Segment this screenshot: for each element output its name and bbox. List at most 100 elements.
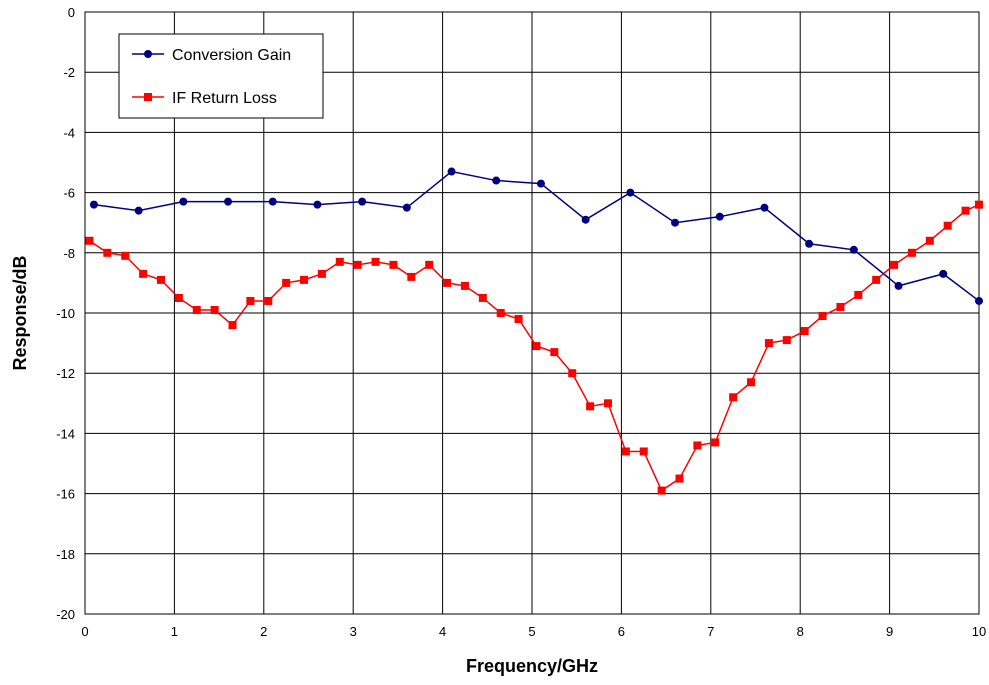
data-point (782, 336, 791, 345)
data-point (550, 348, 559, 357)
grid (84, 11, 980, 615)
y-tick-label: -2 (63, 65, 75, 80)
data-point (85, 236, 94, 245)
data-point (854, 290, 863, 299)
legend-marker-conversion-gain (144, 50, 152, 58)
data-point (313, 200, 322, 209)
y-tick-label: -6 (63, 186, 75, 201)
data-point (496, 309, 505, 317)
data-point (975, 296, 983, 305)
data-point (657, 486, 666, 495)
x-tick-label: 3 (350, 624, 357, 639)
data-point (639, 447, 648, 456)
data-point (389, 260, 398, 269)
y-tick-label: 0 (68, 5, 75, 20)
data-point (179, 197, 188, 206)
data-point (975, 200, 983, 209)
data-point (282, 278, 291, 287)
data-point (581, 215, 590, 224)
data-point (246, 296, 255, 305)
y-tick-label: -18 (56, 547, 75, 562)
data-point (536, 179, 545, 188)
legend-label-if-return-loss: IF Return Loss (172, 90, 277, 107)
x-tick-label: 4 (439, 624, 446, 639)
data-point (174, 293, 183, 302)
series-conversion-gain (89, 167, 983, 305)
data-point (460, 281, 469, 290)
x-axis-title: Frequency/GHz (466, 656, 598, 676)
data-point (671, 218, 680, 227)
series (85, 167, 983, 495)
data-point (210, 305, 219, 314)
data-point (353, 260, 362, 269)
data-point (760, 203, 769, 212)
legend-box (118, 33, 324, 119)
data-point (805, 239, 814, 248)
series-if-return-loss (85, 200, 983, 495)
data-point (317, 269, 326, 278)
data-point (358, 197, 367, 206)
data-point (121, 251, 130, 260)
data-point (675, 474, 684, 483)
data-point (139, 269, 148, 278)
data-point (134, 206, 143, 215)
x-tick-label: 8 (797, 624, 804, 639)
data-point (925, 236, 934, 245)
data-point (586, 402, 595, 411)
x-tick-label: 9 (886, 624, 893, 639)
data-point (532, 342, 541, 351)
data-point (715, 212, 724, 221)
data-point (264, 296, 273, 305)
data-point (192, 305, 201, 314)
y-axis-title: Response/dB (10, 255, 30, 370)
data-point (478, 293, 487, 302)
x-tick-label: 6 (618, 624, 625, 639)
y-tick-label: -10 (56, 306, 75, 321)
x-tick-label: 5 (528, 624, 535, 639)
data-point (764, 339, 773, 348)
y-tick-label: -12 (56, 366, 75, 381)
y-tick-label: -14 (56, 426, 75, 441)
x-tick-label: 7 (707, 624, 714, 639)
data-point (224, 197, 233, 206)
tick-labels: 0 1 2 3 4 5 6 7 8 9 10 0 -2 -4 -6 -8 -10 -12 -14 -16 -18 -20 (56, 5, 986, 639)
legend-label-conversion-gain: Conversion Gain (172, 47, 291, 64)
y-tick-label: -8 (63, 246, 75, 261)
data-point (603, 399, 612, 408)
data-point (800, 327, 809, 336)
legend: Conversion Gain IF Return Loss (118, 33, 324, 119)
data-point (621, 447, 630, 456)
data-point (300, 275, 309, 284)
data-point (693, 441, 702, 450)
data-point (729, 393, 738, 402)
x-tick-label: 0 (81, 624, 88, 639)
data-point (872, 275, 881, 284)
data-point (268, 197, 277, 206)
data-point (402, 203, 411, 212)
y-tick-label: -16 (56, 487, 75, 502)
data-point (447, 167, 456, 176)
y-tick-label: -4 (63, 125, 75, 140)
x-tick-label: 1 (171, 624, 178, 639)
data-point (836, 302, 845, 311)
data-point (228, 321, 237, 330)
legend-marker-if-return-loss (144, 93, 152, 101)
data-point (939, 269, 948, 278)
data-point (443, 278, 452, 287)
data-point (156, 275, 165, 284)
data-point (711, 438, 720, 447)
data-point (492, 176, 501, 185)
data-point (907, 248, 916, 257)
data-point (747, 378, 756, 387)
data-point (818, 312, 827, 321)
data-point (890, 260, 899, 269)
data-point (335, 257, 344, 266)
data-point (568, 369, 577, 378)
x-tick-label: 10 (972, 624, 986, 639)
data-point (961, 206, 970, 215)
data-point (89, 200, 98, 209)
data-point (894, 281, 903, 290)
x-tick-label: 2 (260, 624, 267, 639)
